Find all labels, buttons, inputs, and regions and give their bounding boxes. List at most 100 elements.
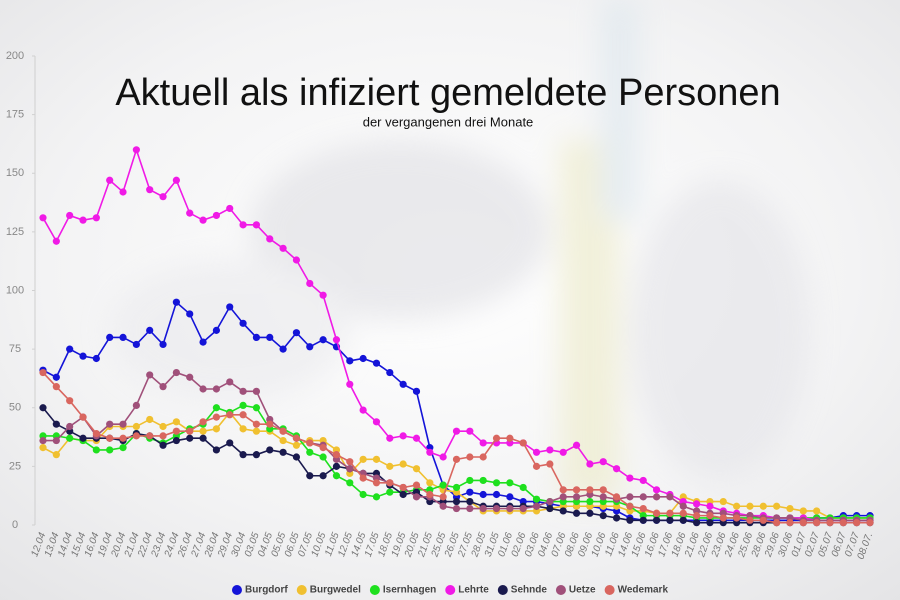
data-point — [692, 500, 701, 508]
legend-label: Isernhagen — [383, 585, 436, 596]
data-point — [439, 453, 447, 461]
data-point — [332, 462, 341, 470]
data-point — [666, 516, 674, 524]
data-point — [452, 455, 461, 463]
data-point — [532, 448, 541, 456]
data-point — [346, 380, 354, 388]
legend-marker — [604, 585, 615, 595]
data-point — [652, 509, 661, 517]
data-point — [492, 490, 501, 499]
data-point — [226, 411, 234, 419]
data-point — [386, 462, 394, 470]
data-point — [319, 472, 327, 480]
data-point — [306, 439, 314, 447]
data-point — [386, 488, 394, 496]
legend-label: Sehnde — [511, 585, 548, 596]
data-point — [266, 446, 274, 454]
legend-marker — [497, 585, 508, 595]
data-point — [199, 385, 207, 393]
data-point — [79, 434, 87, 442]
y-tick-label: 50 — [9, 402, 21, 414]
data-point — [679, 502, 687, 510]
data-point — [386, 434, 394, 442]
data-point — [839, 519, 847, 527]
data-point — [212, 326, 221, 334]
data-point — [452, 427, 461, 435]
data-point — [172, 176, 180, 184]
data-point — [239, 319, 247, 327]
data-point — [199, 338, 207, 346]
legend-marker — [555, 585, 566, 595]
data-point — [172, 418, 180, 426]
data-point — [119, 420, 127, 428]
data-point — [612, 493, 621, 501]
data-point — [239, 401, 247, 410]
data-point — [626, 493, 634, 501]
data-point — [106, 176, 114, 184]
data-point — [426, 490, 434, 499]
data-point — [252, 451, 261, 459]
data-point — [786, 519, 794, 527]
data-point — [319, 336, 327, 344]
data-point — [119, 333, 127, 341]
data-point — [666, 493, 674, 501]
data-point — [559, 486, 567, 494]
data-point — [186, 310, 194, 318]
data-point — [332, 472, 341, 480]
data-point — [599, 512, 607, 520]
data-point — [332, 336, 341, 344]
data-point — [279, 448, 287, 456]
data-point — [586, 497, 594, 506]
data-point — [466, 427, 474, 435]
data-point — [252, 427, 261, 435]
data-point — [412, 481, 421, 489]
data-point — [306, 472, 314, 480]
legend-marker — [296, 585, 307, 595]
data-point — [239, 451, 247, 459]
data-point — [66, 422, 74, 431]
data-point — [639, 516, 647, 524]
data-point — [386, 368, 394, 377]
data-point — [506, 434, 514, 442]
data-point — [266, 235, 274, 243]
data-point — [212, 446, 221, 454]
data-point — [266, 420, 274, 428]
y-tick-label: 125 — [6, 226, 24, 238]
data-point — [706, 512, 714, 520]
data-point — [239, 425, 247, 433]
data-point — [172, 436, 180, 445]
background-photo — [110, 0, 810, 500]
data-point — [332, 451, 341, 459]
data-point — [692, 512, 701, 520]
data-point — [226, 204, 234, 213]
data-point — [199, 427, 207, 435]
data-point — [546, 446, 554, 454]
data-point — [439, 502, 447, 510]
data-point — [226, 378, 234, 386]
data-point — [92, 214, 100, 222]
data-point — [52, 436, 60, 445]
data-point — [479, 490, 487, 499]
data-point — [386, 479, 394, 487]
data-point — [426, 479, 434, 487]
data-point — [479, 476, 487, 485]
data-point — [599, 493, 607, 501]
data-point — [492, 479, 501, 487]
data-point — [252, 404, 261, 412]
data-point — [279, 427, 287, 435]
data-point — [252, 420, 261, 428]
data-point — [146, 186, 154, 194]
data-point — [612, 514, 621, 522]
data-point — [733, 514, 741, 522]
data-point — [626, 474, 634, 482]
data-point — [346, 458, 354, 466]
legend-label: Uetze — [569, 585, 596, 596]
data-point — [132, 146, 140, 154]
data-point — [572, 486, 581, 494]
data-point — [92, 446, 100, 454]
chart-title: Aktuell als infiziert gemeldete Personen — [115, 72, 780, 114]
data-point — [346, 479, 354, 487]
data-point — [853, 519, 861, 527]
data-point — [372, 418, 381, 426]
